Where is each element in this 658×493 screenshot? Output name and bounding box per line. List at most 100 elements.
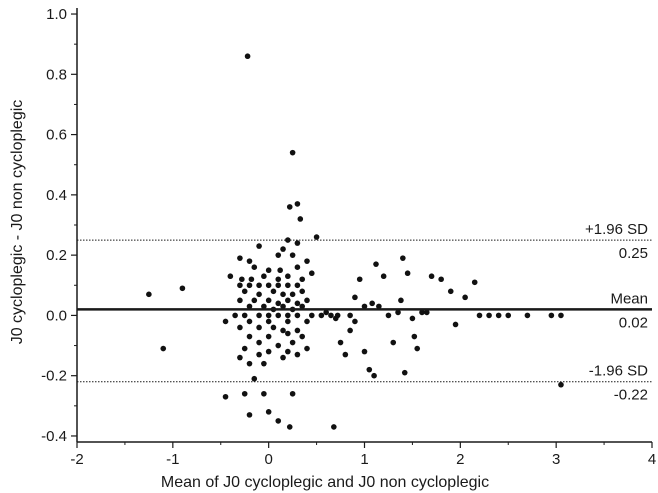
- data-point: [251, 297, 258, 304]
- data-point: [558, 312, 564, 319]
- data-point: [505, 312, 512, 319]
- y-tick-label: -0.2: [41, 368, 67, 385]
- data-point: [160, 345, 167, 352]
- data-point: [241, 312, 248, 319]
- data-point: [280, 327, 286, 334]
- data-point: [289, 252, 296, 258]
- data-point: [251, 375, 258, 382]
- data-point: [256, 243, 262, 249]
- reference-line-label: -1.96 SD: [589, 363, 648, 380]
- y-tick-label: 0.6: [46, 127, 67, 144]
- data-point: [280, 354, 286, 361]
- data-point: [294, 201, 301, 207]
- reference-line-value: -0.22: [614, 387, 648, 404]
- data-point: [361, 348, 368, 355]
- data-point: [222, 393, 229, 400]
- data-point: [347, 327, 353, 334]
- data-point: [275, 312, 282, 319]
- data-point: [438, 276, 444, 283]
- data-point: [265, 318, 272, 325]
- data-point: [361, 303, 368, 310]
- points-layer: [146, 53, 564, 430]
- data-point: [256, 291, 262, 298]
- data-point: [373, 261, 379, 267]
- data-point: [419, 309, 425, 316]
- data-point: [241, 390, 248, 397]
- data-point: [146, 291, 152, 298]
- data-point: [369, 300, 375, 307]
- data-point: [256, 324, 262, 331]
- x-tick-label: 1: [360, 451, 368, 468]
- data-point: [401, 369, 408, 376]
- data-point: [398, 297, 404, 304]
- data-point: [356, 276, 363, 283]
- y-tick-label: 0.2: [46, 247, 67, 264]
- data-point: [265, 333, 272, 340]
- y-tick-label: 0.8: [46, 66, 67, 83]
- data-point: [304, 258, 310, 264]
- data-point: [352, 294, 358, 301]
- data-point: [390, 339, 397, 346]
- data-point: [275, 252, 282, 258]
- data-point: [261, 360, 267, 367]
- data-point: [265, 267, 272, 274]
- data-point: [285, 330, 291, 337]
- data-point: [548, 312, 555, 319]
- data-point: [308, 270, 315, 277]
- data-point: [404, 270, 411, 277]
- data-point: [265, 312, 272, 319]
- data-point: [285, 312, 291, 319]
- data-point: [289, 390, 296, 397]
- data-point: [275, 342, 282, 349]
- data-point: [285, 318, 291, 325]
- data-point: [313, 234, 320, 240]
- data-point: [304, 318, 310, 325]
- data-point: [337, 339, 344, 346]
- data-point: [352, 318, 358, 325]
- reference-line-value: 0.25: [619, 245, 648, 262]
- data-point: [237, 324, 243, 331]
- data-point: [471, 279, 478, 286]
- data-point: [328, 312, 334, 319]
- data-point: [411, 333, 418, 340]
- data-point: [308, 312, 315, 319]
- data-point: [297, 216, 304, 222]
- data-point: [331, 424, 337, 430]
- data-point: [299, 276, 306, 283]
- data-point: [323, 309, 329, 316]
- data-point: [380, 273, 387, 280]
- data-point: [179, 285, 186, 292]
- data-point: [304, 345, 310, 352]
- data-point: [256, 312, 262, 319]
- data-point: [265, 409, 272, 415]
- data-point: [246, 282, 253, 289]
- data-point: [294, 300, 301, 307]
- data-point: [261, 273, 267, 280]
- data-point: [232, 312, 238, 319]
- data-point: [265, 348, 272, 355]
- data-point: [299, 303, 306, 310]
- data-point: [246, 333, 253, 340]
- data-point: [304, 297, 310, 304]
- data-point: [294, 264, 301, 270]
- data-point: [289, 339, 296, 346]
- data-point: [366, 366, 373, 373]
- data-point: [237, 354, 243, 361]
- data-point: [294, 351, 301, 358]
- data-point: [428, 273, 435, 280]
- x-tick-label: 2: [456, 451, 464, 468]
- data-point: [285, 297, 291, 304]
- y-tick-label: 0.4: [46, 187, 67, 204]
- reference-line-label: Mean: [610, 290, 648, 307]
- data-point: [227, 273, 234, 280]
- data-point: [275, 282, 282, 289]
- data-point: [486, 312, 492, 319]
- x-tick-label: 3: [552, 451, 560, 468]
- data-point: [371, 372, 377, 379]
- data-point: [286, 204, 293, 210]
- data-point: [409, 315, 416, 322]
- data-point: [280, 303, 286, 310]
- data-point: [414, 345, 421, 352]
- data-point: [246, 303, 253, 310]
